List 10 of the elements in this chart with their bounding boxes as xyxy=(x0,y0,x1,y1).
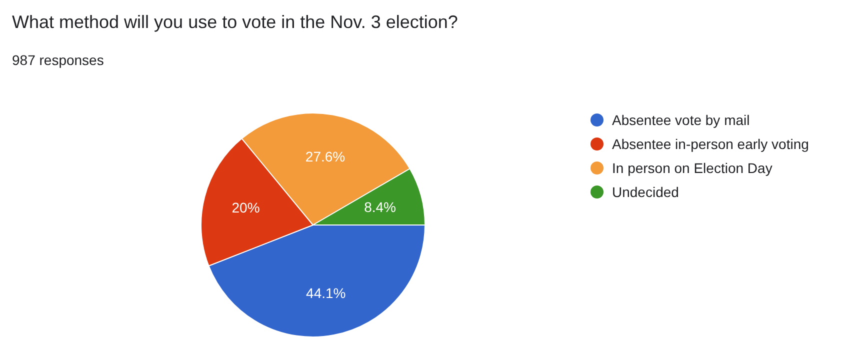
data-label: 44.1% xyxy=(306,285,346,302)
legend-label: In person on Election Day xyxy=(612,160,772,176)
data-label: 27.6% xyxy=(305,148,346,165)
text: 987 responses xyxy=(12,52,104,68)
legend-label: Undecided xyxy=(612,184,679,200)
data-label: 20% xyxy=(232,199,260,216)
chart-title: What method will you use to vote in the Nov. 3 election? xyxy=(12,12,458,32)
legend-label: Absentee vote by mail xyxy=(612,112,750,128)
legend-label: Absentee in-person early voting xyxy=(612,136,809,152)
data-label: 8.4% xyxy=(364,198,396,215)
